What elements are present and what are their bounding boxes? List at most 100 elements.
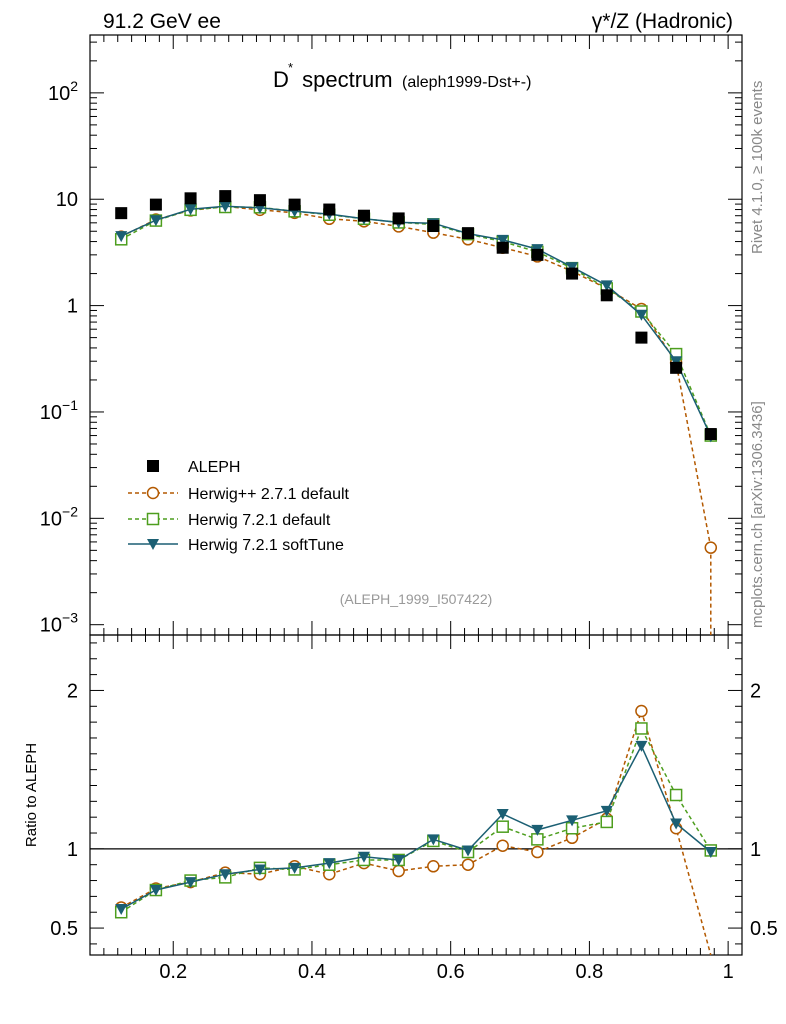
ratio-series-herwigpp (114, 704, 712, 956)
plot-title-text: spectrum (296, 67, 393, 92)
legend-entry-herwig721: Herwig 7.2.1 default (128, 512, 331, 529)
legend-label-herwigpp: Herwig++ 2.7.1 default (188, 486, 350, 503)
point-softtune (496, 234, 509, 246)
ratio-point-herwig721 (669, 788, 683, 802)
legend-label-aleph: ALEPH (188, 459, 240, 476)
plot-title-sup: * (288, 60, 293, 75)
x-tick-label: 0.6 (437, 961, 465, 983)
y-tick-label: 10−2 (40, 503, 78, 530)
point-softtune (670, 356, 683, 368)
y-tick-label: 10−3 (40, 610, 78, 637)
series-line-herwigpp (120, 205, 712, 548)
point-softtune (115, 231, 128, 243)
ratio-series-softtune (115, 740, 717, 916)
main-y-axis: 10−3 10−2 10−1 1 10 102 (40, 41, 742, 637)
legend: ALEPH Herwig++ 2.7.1 default Herwig 7.2.… (128, 459, 350, 554)
legend-label-softtune: Herwig 7.2.1 softTune (188, 537, 344, 554)
ratio-point-softtune (704, 847, 717, 859)
ratio-point-softtune (427, 834, 440, 846)
x-tick-label: 0.8 (575, 961, 603, 983)
point-softtune (184, 204, 197, 216)
ratio-point-softtune (462, 845, 475, 857)
ratio-y-label: Ratio to ALEPH (23, 743, 40, 847)
ratio-y-tick-label-right: 0.5 (750, 918, 778, 940)
ratio-line-softtune (120, 744, 712, 910)
plot-title-sub: (aleph1999-Dst+-) (402, 74, 531, 91)
legend-marker-softtune (147, 539, 159, 550)
point-aleph (566, 267, 579, 280)
point-aleph (253, 194, 266, 207)
point-aleph (115, 207, 128, 220)
point-aleph (357, 209, 370, 222)
point-aleph (288, 198, 301, 211)
point-softtune (219, 201, 232, 213)
y-tick-label: 10−1 (40, 397, 78, 424)
ratio-line-herwig721 (120, 726, 712, 913)
ratio-point-softtune (670, 818, 683, 830)
ratio-line-herwigpp (120, 708, 712, 956)
rivet-label: Rivet 4.1.0, ≥ 100k events (749, 81, 766, 254)
plot-title: D * spectrum (aleph1999-Dst+-) (273, 60, 531, 92)
header-right: γ*/Z (Hadronic) (592, 10, 733, 33)
ratio-point-softtune (149, 885, 162, 897)
y-tick-label: 102 (48, 78, 78, 105)
x-tick-label: 1 (723, 961, 734, 983)
series-herwig721 (114, 200, 718, 442)
legend-marker-herwig721 (146, 512, 160, 526)
series-herwigpp (114, 200, 718, 635)
point-aleph (427, 220, 440, 233)
series-aleph (115, 190, 717, 441)
ratio-point-herwigpp (635, 704, 648, 718)
series-softtune (115, 201, 717, 443)
point-softtune (635, 309, 648, 321)
main-series-layer (114, 190, 718, 635)
ratio-point-herwigpp (496, 839, 509, 852)
ratio-point-softtune (219, 869, 232, 881)
point-softtune (600, 280, 613, 292)
ratio-y-tick-label: 0.5 (50, 918, 78, 940)
point-aleph (149, 198, 162, 211)
legend-marker-aleph (147, 460, 159, 472)
ratio-point-herwigpp (392, 864, 405, 878)
legend-entry-aleph: ALEPH (147, 459, 240, 476)
ratio-point-softtune (323, 858, 336, 870)
mcplots-label: mcplots.cern.ch [arXiv:1306.3436] (749, 401, 766, 628)
ratio-y-tick-label: 2 (67, 680, 78, 702)
point-aleph (392, 212, 405, 225)
y-tick-label: 10 (56, 189, 78, 211)
point-aleph (531, 248, 544, 261)
point-aleph (219, 190, 232, 203)
ratio-axes: 0.2 0.4 0.6 0.8 1 0.5 0.5 1 1 2 2 (50, 35, 778, 983)
ratio-point-softtune (496, 809, 509, 821)
ratio-y-tick-label: 1 (67, 839, 78, 861)
ratio-point-softtune (531, 824, 544, 836)
point-aleph (323, 203, 336, 216)
legend-entry-herwigpp: Herwig++ 2.7.1 default (128, 486, 350, 503)
point-aleph (600, 289, 613, 302)
series-line-softtune (120, 205, 712, 437)
point-aleph (184, 192, 197, 205)
ratio-point-softtune (392, 854, 405, 866)
legend-marker-herwigpp (146, 486, 160, 500)
series-line-herwig721 (120, 206, 712, 436)
ratio-point-herwig721 (635, 722, 648, 735)
point-herwigpp (704, 541, 718, 554)
legend-label-herwig721: Herwig 7.2.1 default (188, 512, 331, 529)
header-left: 91.2 GeV ee (103, 10, 221, 33)
ratio-y-tick-label-right: 1 (750, 839, 761, 861)
legend-entry-softtune: Herwig 7.2.1 softTune (128, 537, 344, 554)
x-tick-label: 0.4 (298, 961, 326, 983)
ratio-point-softtune (357, 851, 370, 863)
ratio-y-tick-label-right: 2 (750, 680, 761, 702)
ratio-point-herwigpp (461, 858, 475, 871)
y-tick-label: 1 (67, 296, 78, 318)
plot-title-main: D (273, 67, 289, 92)
ratio-series-layer (114, 704, 718, 956)
point-aleph (670, 361, 683, 374)
ratio-point-softtune (635, 740, 648, 752)
ratio-plot-frame (89, 634, 743, 956)
ratio-point-softtune (566, 815, 579, 827)
x-tick-label: 0.2 (159, 961, 187, 983)
point-aleph (704, 428, 717, 441)
